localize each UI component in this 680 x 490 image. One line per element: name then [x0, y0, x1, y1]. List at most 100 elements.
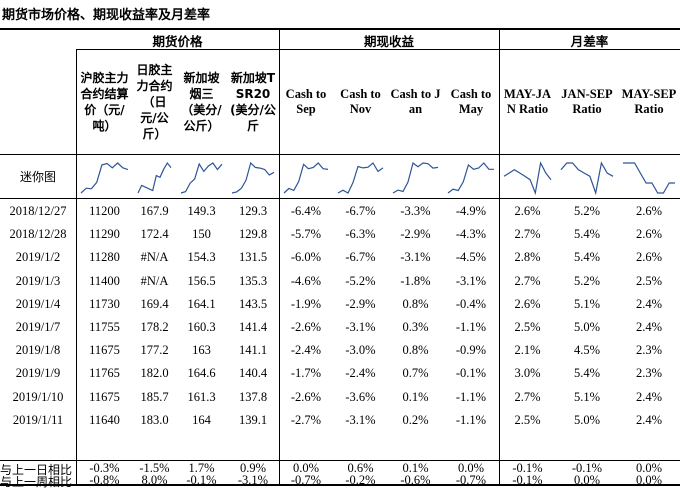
row-date: 2018/12/27 [9, 204, 67, 218]
sparkline-path [337, 162, 384, 194]
table-cell: 129.8 [238, 227, 268, 242]
table-cell: 139.1 [238, 412, 268, 427]
table-cell: -0.1% [455, 366, 487, 381]
table-cell: -3.3% [400, 204, 431, 218]
column-header: 新加坡TSR20(美分/公斤 [230, 70, 276, 133]
row-date: 2019/1/2 [15, 250, 61, 265]
table-cell: 11730 [89, 296, 120, 311]
table-cell: 154.3 [187, 250, 216, 265]
table-cell: 0.8% [402, 343, 429, 358]
table-cell: 3.0% [514, 366, 541, 381]
table-cell: 11200 [89, 204, 120, 218]
table-cell: 11755 [89, 320, 120, 334]
table-cell: 2.8% [514, 250, 541, 265]
row-date: 2019/1/4 [15, 296, 61, 311]
table-cell: 2.6% [635, 250, 663, 265]
table-cell: 169.4 [140, 296, 169, 311]
table-cell: 164.6 [187, 366, 216, 381]
table-cell: 2.3% [635, 366, 663, 381]
group-header-futures: 期货价格 [152, 34, 203, 49]
sparkline-label: 迷你图 [19, 170, 56, 184]
sparkline-path [392, 161, 439, 194]
table-cell: 0.1% [402, 389, 429, 404]
table-cell: 185.7 [140, 389, 169, 404]
table-cell: 5.4% [573, 366, 601, 381]
summary-cell: 8.0% [141, 473, 168, 487]
table-cell: -6.3% [345, 227, 376, 242]
table-cell: 11400 [89, 273, 120, 288]
summary-cell: -3.1% [237, 473, 269, 487]
column-header: 新加坡烟三（美分/公斤） [181, 70, 222, 133]
table-cell: -2.6% [290, 320, 322, 334]
table-cell: 2.4% [635, 389, 663, 404]
table-cell: 5.2% [573, 273, 601, 288]
summary-cell: -0.1% [571, 461, 603, 475]
table-cell: 172.4 [140, 227, 169, 242]
table-cell: -3.1% [345, 320, 376, 334]
summary-row-label: 与上一日相比 [0, 463, 73, 477]
table-cell: -5.2% [345, 273, 376, 288]
table-cell: 0.7% [402, 366, 429, 381]
summary-cell: -0.7% [455, 473, 487, 487]
table-cell: 5.4% [573, 250, 601, 265]
table-cell: #N/A [140, 250, 169, 265]
table-cell: -1.8% [400, 273, 431, 288]
table-cell: -3.6% [345, 389, 376, 404]
summary-cell: 0.0% [457, 461, 485, 475]
sparkline [623, 162, 675, 194]
table-cell: 5.1% [573, 389, 601, 404]
summary-cell: 0.0% [573, 473, 601, 487]
row-date: 2019/1/11 [12, 412, 64, 427]
table-cell: 11675 [89, 343, 120, 358]
column-header: Cash to May [450, 86, 492, 116]
table-cell: -2.4% [290, 343, 322, 358]
table-cell: -6.7% [345, 250, 376, 265]
sparkline-path [623, 162, 675, 194]
table-cell: 0.2% [402, 412, 429, 427]
table-cell: 149.3 [187, 204, 216, 218]
table-cell: 141.4 [238, 320, 268, 334]
table-cell: -4.9% [455, 204, 487, 218]
group-header-basis: 期现收益 [363, 34, 414, 49]
table-cell: -2.9% [345, 296, 376, 311]
column-header: Cash to Sep [285, 86, 327, 116]
column-divider [499, 28, 500, 485]
sparkline [80, 162, 129, 194]
table-cell: 177.2 [140, 343, 169, 358]
table-cell: -2.4% [345, 366, 376, 381]
sparkline-path [560, 161, 614, 195]
table-cell: 5.4% [573, 227, 601, 242]
table-cell: 143.5 [238, 296, 268, 311]
column-header: Cash to Nov [340, 86, 381, 116]
table-cell: 2.4% [635, 320, 663, 334]
table-cell: 0.8% [402, 296, 429, 311]
summary-cell: 1.7% [188, 461, 215, 475]
sparkline-path [231, 161, 275, 194]
table-cell: 140.4 [238, 366, 268, 381]
summary-cell: -0.1% [512, 473, 543, 487]
table-cell: 137.8 [238, 389, 268, 404]
table-cell: 2.6% [635, 227, 663, 242]
table-cell: -6.7% [345, 204, 376, 218]
column-header: MAY-SEP Ratio [621, 86, 677, 116]
table-cell: 2.3% [635, 343, 663, 358]
table-cell: 2.6% [514, 204, 541, 218]
table-cell: 129.3 [238, 204, 268, 218]
column-header: Cash to Jan [390, 86, 441, 116]
sparkline-path [80, 162, 129, 194]
column-header: 日胶主力合约（日元/公斤） [136, 62, 173, 141]
table-cell: 11675 [89, 389, 120, 404]
table-cell: -6.0% [290, 250, 322, 265]
sparkline-path [180, 162, 223, 194]
summary-cell: -0.6% [400, 473, 431, 487]
sparkline [392, 161, 439, 194]
table-cell: -1.1% [455, 412, 487, 427]
row-date: 2019/1/9 [15, 366, 61, 381]
table-cell: -4.5% [455, 250, 487, 265]
table-cell: -0.9% [455, 343, 487, 358]
table-cell: 5.0% [573, 320, 601, 334]
table-cell: 156.5 [187, 273, 216, 288]
table-cell: -2.9% [400, 227, 431, 242]
table-cell: 160.3 [187, 320, 216, 334]
sparkline-path [503, 161, 552, 195]
